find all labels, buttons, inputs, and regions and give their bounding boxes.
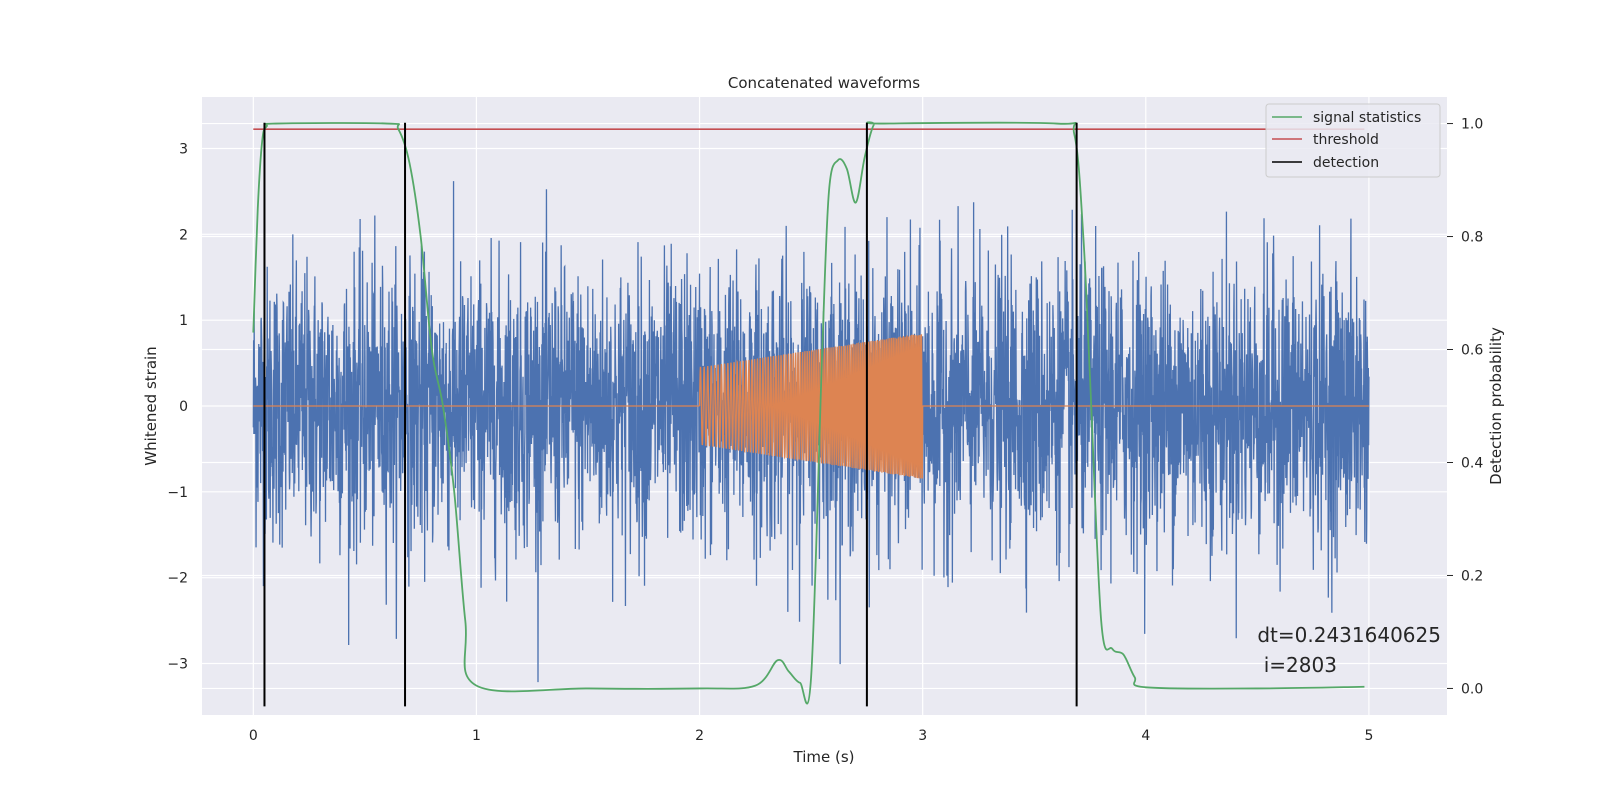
- detection-series: [263, 122, 1078, 707]
- y-left-tick-label: 0: [179, 399, 188, 415]
- y-left-axis-ticks: −3 −2 −1 0 1 2 3: [167, 142, 188, 673]
- y-right-axis-ticks: 0.0 0.2 0.4 0.6 0.8 1.0: [1447, 117, 1483, 697]
- y-left-axis-label: Whitened strain: [142, 346, 160, 465]
- annotation-dt: dt=0.2431640625: [1257, 623, 1441, 647]
- legend-label-signal-statistics: signal statistics: [1313, 110, 1421, 126]
- y-right-tick-label: 0.6: [1461, 343, 1483, 359]
- y-right-tick-label: 1.0: [1461, 117, 1483, 133]
- legend: signal statistics threshold detection: [1265, 103, 1441, 178]
- y-left-tick-label: −2: [167, 571, 188, 587]
- y-left-tick-label: 1: [179, 313, 188, 329]
- chart-title: Concatenated waveforms: [728, 74, 920, 92]
- x-tick-label: 1: [472, 728, 481, 744]
- signal-statistics-line: [252, 121, 1365, 705]
- y-right-tick-label: 0.2: [1461, 568, 1483, 584]
- y-left-tick-label: 3: [179, 142, 188, 158]
- y-right-axis-label: Detection probability: [1487, 327, 1505, 485]
- x-tick-label: 5: [1364, 728, 1373, 744]
- y-left-tick-label: −1: [167, 485, 188, 501]
- chirp-series: [253, 334, 1369, 479]
- x-tick-label: 2: [695, 728, 704, 744]
- y-right-tick-label: 0.0: [1461, 681, 1483, 697]
- legend-label-detection: detection: [1313, 155, 1379, 171]
- annotation-index: i=2803: [1257, 653, 1337, 677]
- signal-statistics-series: [252, 121, 1365, 705]
- legend-label-threshold: threshold: [1313, 132, 1379, 148]
- y-right-tick-label: 0.4: [1461, 455, 1483, 471]
- y-left-tick-label: 2: [179, 227, 188, 243]
- y-right-tick-label: 0.8: [1461, 230, 1483, 246]
- chirp-trace: [253, 334, 1369, 479]
- y-left-tick-label: −3: [167, 657, 188, 673]
- x-axis-label: Time (s): [793, 748, 855, 766]
- x-tick-label: 0: [249, 728, 258, 744]
- legend-frame: [1265, 103, 1441, 178]
- x-axis-ticks: 0 1 2 3 4 5: [249, 728, 1374, 744]
- x-tick-label: 3: [918, 728, 927, 744]
- x-tick-label: 4: [1141, 728, 1150, 744]
